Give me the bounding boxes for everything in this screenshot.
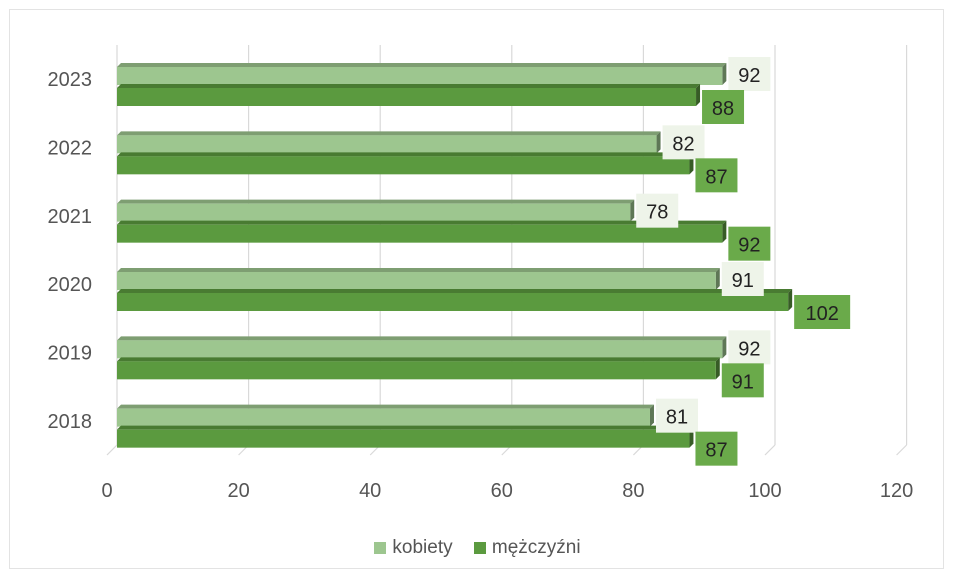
bar-side-kobiety-2018 [649, 404, 654, 427]
data-label-bg-kobiety-2022 [662, 125, 705, 160]
bar-mężczyźni-2021 [117, 224, 723, 243]
data-label-kobiety-2021: 78 [646, 202, 668, 224]
bar-side-kobiety-2022 [656, 131, 661, 154]
bar-side-kobiety-2019 [722, 336, 727, 359]
data-label-mężczyźni-2020: 102 [805, 303, 838, 325]
legend-label-mezczyzni: mężczyźni [491, 537, 581, 558]
bar-side-mężczyźni-2021 [722, 220, 727, 243]
bar-top-mężczyźni-2020 [117, 289, 793, 293]
legend-swatch-mezczyzni [473, 542, 486, 554]
bar-top-kobiety-2020 [117, 268, 720, 272]
bar-side-mężczyźni-2020 [788, 289, 793, 311]
bar-kobiety-2020 [117, 272, 716, 290]
bar-kobiety-2019 [117, 340, 723, 359]
legend-swatch-kobiety [374, 542, 387, 554]
bar-kobiety-2021 [117, 203, 631, 222]
data-label-bg-mężczyźni-2023 [702, 90, 745, 124]
data-label-bg-kobiety-2021 [636, 193, 679, 228]
data-label-mężczyźni-2022: 87 [705, 166, 727, 188]
bar-side-kobiety-2023 [722, 63, 727, 85]
data-label-mężczyźni-2018: 87 [705, 440, 727, 462]
data-label-bg-kobiety-2019 [728, 330, 771, 365]
bar-kobiety-2022 [117, 135, 657, 154]
bar-kobiety-2018 [117, 408, 650, 427]
bar-top-mężczyźni-2018 [117, 425, 694, 430]
x-tick-label-100: 100 [748, 480, 781, 502]
x-tick-label-20: 20 [227, 480, 249, 502]
bar-side-kobiety-2021 [630, 199, 635, 222]
bar-side-kobiety-2020 [715, 268, 720, 290]
bar-mężczyźni-2022 [117, 156, 690, 175]
gridlines [106, 45, 908, 456]
data-label-bg-kobiety-2020 [721, 262, 764, 296]
data-label-kobiety-2019: 92 [738, 338, 760, 360]
data-label-mężczyźni-2019: 91 [732, 371, 754, 393]
data-label-kobiety-2018: 81 [666, 407, 688, 429]
bar-mężczyźni-2018 [117, 429, 690, 448]
bar-top-kobiety-2021 [117, 199, 635, 204]
y-tick-label-2021: 2021 [48, 206, 93, 228]
data-label-mężczyźni-2023: 88 [712, 98, 734, 120]
data-label-bg-kobiety-2018 [655, 398, 698, 433]
bars [117, 63, 793, 448]
bar-mężczyźni-2019 [117, 361, 716, 380]
data-label-bg-mężczyźni-2022 [695, 158, 738, 193]
gridline-foot-120 [896, 444, 908, 456]
data-label-kobiety-2022: 82 [672, 133, 694, 155]
bar-top-kobiety-2023 [117, 63, 727, 67]
y-axis: 2018 2019 2020 2021 2022 2023 [48, 69, 93, 433]
data-label-bg-mężczyźni-2018 [695, 431, 738, 466]
bar-kobiety-2023 [117, 67, 723, 85]
x-tick-label-120: 120 [880, 480, 913, 502]
x-tick-label-0: 0 [101, 480, 112, 502]
y-tick-label-2018: 2018 [48, 411, 93, 433]
gridline-foot-100 [764, 444, 776, 456]
data-label-mężczyźni-2021: 92 [738, 235, 760, 257]
bar-side-mężczyźni-2019 [715, 357, 720, 380]
data-label-bg-mężczyźni-2020 [794, 295, 851, 329]
bar-mężczyźni-2020 [117, 293, 789, 311]
bar-top-mężczyźni-2022 [117, 152, 694, 157]
bar-side-mężczyźni-2023 [696, 84, 701, 106]
bar-top-kobiety-2018 [117, 404, 654, 409]
bar-mężczyźni-2023 [117, 88, 697, 106]
gridline-foot-0 [106, 444, 118, 456]
bar-top-mężczyźni-2023 [117, 84, 701, 88]
y-tick-label-2023: 2023 [48, 69, 93, 91]
data-label-kobiety-2023: 92 [738, 65, 760, 87]
y-tick-label-2022: 2022 [48, 138, 93, 160]
data-label-bg-mężczyźni-2021 [728, 226, 771, 261]
legend-item-kobiety: kobiety [374, 537, 453, 559]
bar-top-mężczyźni-2019 [117, 357, 720, 362]
y-tick-label-2020: 2020 [48, 274, 93, 296]
legend-item-mezczyzni: mężczyźni [473, 537, 581, 559]
data-label-bg-mężczyźni-2019 [721, 363, 764, 398]
bar-top-kobiety-2019 [117, 336, 727, 341]
legend: kobiety mężczyźni [0, 537, 955, 560]
data-label-kobiety-2020: 91 [732, 270, 754, 292]
data-label-bg-kobiety-2023 [728, 57, 771, 91]
x-tick-label-60: 60 [491, 480, 513, 502]
legend-label-kobiety: kobiety [392, 537, 453, 558]
y-tick-label-2019: 2019 [48, 343, 93, 365]
x-axis: 0 20 40 60 80 100 120 [101, 480, 913, 502]
bar-top-mężczyźni-2021 [117, 220, 727, 225]
bar-top-kobiety-2022 [117, 131, 661, 136]
x-tick-label-40: 40 [359, 480, 381, 502]
x-tick-label-80: 80 [622, 480, 644, 502]
